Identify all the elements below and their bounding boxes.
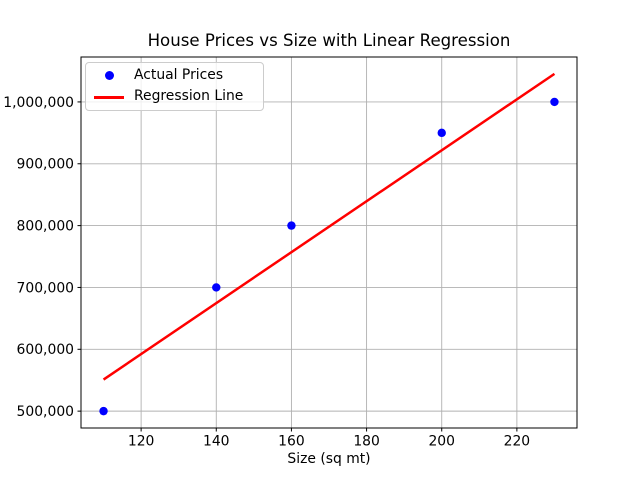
- x-tick-label: 120: [128, 434, 155, 450]
- chart-title: House Prices vs Size with Linear Regress…: [147, 31, 511, 50]
- x-tick-label: 220: [504, 434, 531, 450]
- legend-label-actual-prices: Actual Prices: [134, 66, 224, 83]
- legend-label-regression-line: Regression Line: [134, 88, 244, 105]
- axes-frame: [80, 56, 578, 429]
- x-tick-label: 180: [353, 434, 380, 450]
- y-tick-label: 900,000: [17, 157, 74, 173]
- y-tick-label: 700,000: [17, 280, 74, 296]
- legend-handle: [94, 71, 124, 81]
- y-tick-label: 1,000,000: [3, 95, 74, 111]
- line-segment-icon: [94, 95, 124, 99]
- data-point: [437, 128, 446, 138]
- scatter-dot-icon: [104, 71, 114, 81]
- x-tick-label: 160: [278, 434, 305, 450]
- x-tick-label: 140: [203, 434, 230, 450]
- y-tick-label: 800,000: [17, 219, 74, 235]
- x-axis-label: Size (sq mt): [287, 451, 371, 467]
- data-point: [212, 283, 221, 292]
- legend-item-regression-line: Regression Line: [94, 88, 255, 106]
- y-tick-label: 600,000: [17, 342, 74, 358]
- y-tick-label: 500,000: [17, 404, 74, 420]
- data-point: [550, 97, 559, 107]
- legend: Actual Prices Regression Line: [85, 62, 264, 111]
- x-tick-label: 200: [428, 434, 455, 450]
- regression-line: [102, 72, 556, 381]
- data-point: [287, 221, 296, 230]
- legend-handle: [94, 95, 124, 99]
- legend-item-actual-prices: Actual Prices: [94, 67, 255, 85]
- data-point: [99, 406, 108, 416]
